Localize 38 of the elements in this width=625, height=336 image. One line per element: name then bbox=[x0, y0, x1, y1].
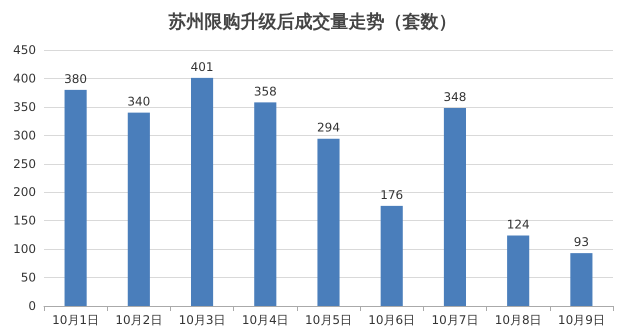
y-tick-label: 450 bbox=[13, 43, 36, 57]
x-tick-label: 10月8日 bbox=[494, 313, 542, 327]
y-tick-label: 100 bbox=[13, 242, 36, 256]
data-label: 358 bbox=[254, 84, 277, 98]
data-label: 340 bbox=[127, 94, 150, 109]
bar bbox=[570, 253, 592, 306]
bar bbox=[380, 206, 403, 306]
x-tick-label: 10月3日 bbox=[178, 313, 226, 327]
data-label: 401 bbox=[190, 60, 214, 74]
x-tick-label: 10月2日 bbox=[115, 313, 162, 327]
chart-title: 苏州限购升级后成交量走势（套数） bbox=[168, 12, 456, 32]
y-tick-label: 0 bbox=[28, 299, 36, 313]
y-tick-label: 50 bbox=[20, 270, 36, 285]
y-tick-label: 250 bbox=[13, 156, 36, 171]
x-tick-label: 10月7日 bbox=[431, 313, 478, 327]
x-tick-label: 10月1日 bbox=[52, 313, 100, 327]
data-label: 380 bbox=[64, 72, 88, 86]
data-label: 93 bbox=[574, 235, 590, 250]
bar bbox=[507, 235, 530, 306]
x-tick-label: 10月5日 bbox=[305, 313, 352, 327]
data-label: 348 bbox=[443, 90, 466, 104]
bar bbox=[64, 90, 87, 306]
data-label: 124 bbox=[506, 217, 530, 232]
y-tick-label: 400 bbox=[13, 71, 36, 86]
y-tick-label: 200 bbox=[13, 185, 36, 200]
data-label: 294 bbox=[317, 120, 340, 135]
y-tick-label: 150 bbox=[13, 214, 36, 228]
bar bbox=[254, 102, 276, 306]
x-tick-label: 10月9日 bbox=[558, 313, 605, 327]
bar bbox=[317, 138, 340, 306]
bar bbox=[190, 78, 214, 306]
y-tick-label: 300 bbox=[13, 128, 36, 142]
y-tick-label: 350 bbox=[13, 100, 36, 114]
bar bbox=[444, 108, 466, 306]
x-tick-label: 10月6日 bbox=[368, 313, 416, 327]
data-label: 176 bbox=[380, 188, 404, 202]
x-tick-label: 10月4日 bbox=[242, 313, 289, 327]
bar bbox=[128, 112, 150, 306]
